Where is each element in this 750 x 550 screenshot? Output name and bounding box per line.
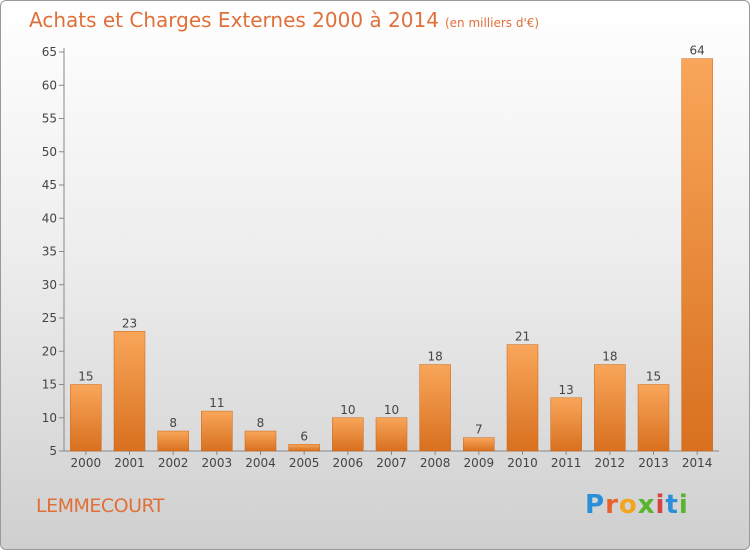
x-tick-label-2000: 2000	[71, 456, 102, 470]
data-label-2005: 6	[300, 429, 308, 443]
data-label-2008: 18	[428, 350, 443, 364]
bar-2003[interactable]	[201, 410, 233, 452]
y-tick-label: 35	[42, 245, 57, 259]
chart-title-main: Achats et Charges Externes 2000 à 2014	[29, 8, 439, 32]
y-tick-label: 20	[42, 344, 57, 358]
data-label-2006: 10	[340, 403, 355, 417]
x-tick-label-2002: 2002	[158, 456, 189, 470]
x-tick-label-2003: 2003	[202, 456, 233, 470]
data-label-2014: 64	[690, 44, 705, 58]
data-label-2007: 10	[384, 403, 399, 417]
logo-letter: P	[585, 490, 606, 520]
data-label-2011: 13	[559, 383, 574, 397]
bar-2014[interactable]	[681, 58, 713, 452]
data-label-2000: 15	[78, 370, 93, 384]
logo-letter: i	[678, 490, 689, 520]
y-tick-label: 40	[42, 211, 57, 225]
chart-title: Achats et Charges Externes 2000 à 2014 (e…	[29, 8, 539, 32]
x-tick-label-2012: 2012	[595, 456, 626, 470]
bar-2001[interactable]	[113, 331, 146, 452]
x-tick-label-2014: 2014	[682, 456, 713, 470]
data-label-2003: 11	[209, 396, 224, 410]
x-axis: 2000 2001 2002 2003 2004 2005 2006 2007 2008 2009…	[64, 450, 719, 470]
y-tick-label: 50	[42, 145, 57, 159]
logo-letter: t	[665, 490, 679, 520]
y-axis: 5 10 15 20 25 30 35 40 45 50 55 60 65	[42, 45, 65, 458]
commune-name: LEMMECOURT	[36, 495, 164, 517]
bar-2013[interactable]	[637, 384, 670, 452]
data-label-2013: 15	[646, 370, 661, 384]
proxiti-logo[interactable]: Proxiti	[585, 490, 689, 520]
data-label-2010: 21	[515, 330, 530, 344]
data-labels: 15 23 8 11 8 6 10 10 18 7 21 13 18 15 64	[78, 44, 705, 444]
y-tick-label: 25	[42, 311, 57, 325]
bar-2010[interactable]	[506, 344, 539, 452]
data-label-2012: 18	[602, 350, 617, 364]
y-tick-label: 45	[42, 178, 57, 192]
bar-2007[interactable]	[375, 417, 408, 452]
bar-2006[interactable]	[332, 417, 364, 452]
bar-series	[70, 58, 713, 452]
bar-2009[interactable]	[463, 437, 495, 452]
logo-letter: i	[655, 490, 666, 520]
x-tick-label-2007: 2007	[376, 456, 407, 470]
x-tick-label-2005: 2005	[289, 456, 320, 470]
x-tick-label-2009: 2009	[464, 456, 495, 470]
x-tick-label-2010: 2010	[507, 456, 538, 470]
y-tick-label: 5	[49, 444, 57, 458]
y-tick-label: 60	[42, 78, 57, 92]
logo-letter: r	[605, 490, 619, 520]
y-tick-label: 10	[42, 411, 57, 425]
x-tick-label-2011: 2011	[551, 456, 582, 470]
x-tick-label-2004: 2004	[245, 456, 276, 470]
bar-2000[interactable]	[70, 384, 102, 452]
chart-subtitle: (en milliers d'€)	[444, 16, 540, 30]
bar-2008[interactable]	[419, 364, 451, 452]
bar-2012[interactable]	[594, 364, 626, 452]
logo-letter: o	[618, 490, 638, 520]
x-tick-label-2001: 2001	[114, 456, 145, 470]
data-label-2009: 7	[475, 423, 483, 437]
y-tick-label: 15	[42, 378, 57, 392]
data-label-2004: 8	[257, 416, 265, 430]
y-tick-label: 30	[42, 278, 57, 292]
y-tick-label: 55	[42, 112, 57, 126]
x-tick-label-2006: 2006	[333, 456, 364, 470]
data-label-2001: 23	[122, 316, 137, 330]
logo-letter: x	[637, 490, 656, 520]
x-tick-label-2008: 2008	[420, 456, 451, 470]
bar-2005[interactable]	[288, 444, 320, 452]
bar-2002[interactable]	[157, 430, 189, 452]
bar-2011[interactable]	[550, 397, 582, 452]
data-label-2002: 8	[169, 416, 177, 430]
bar-2004[interactable]	[244, 430, 277, 452]
x-tick-label-2013: 2013	[638, 456, 669, 470]
y-tick-label: 65	[42, 45, 57, 59]
